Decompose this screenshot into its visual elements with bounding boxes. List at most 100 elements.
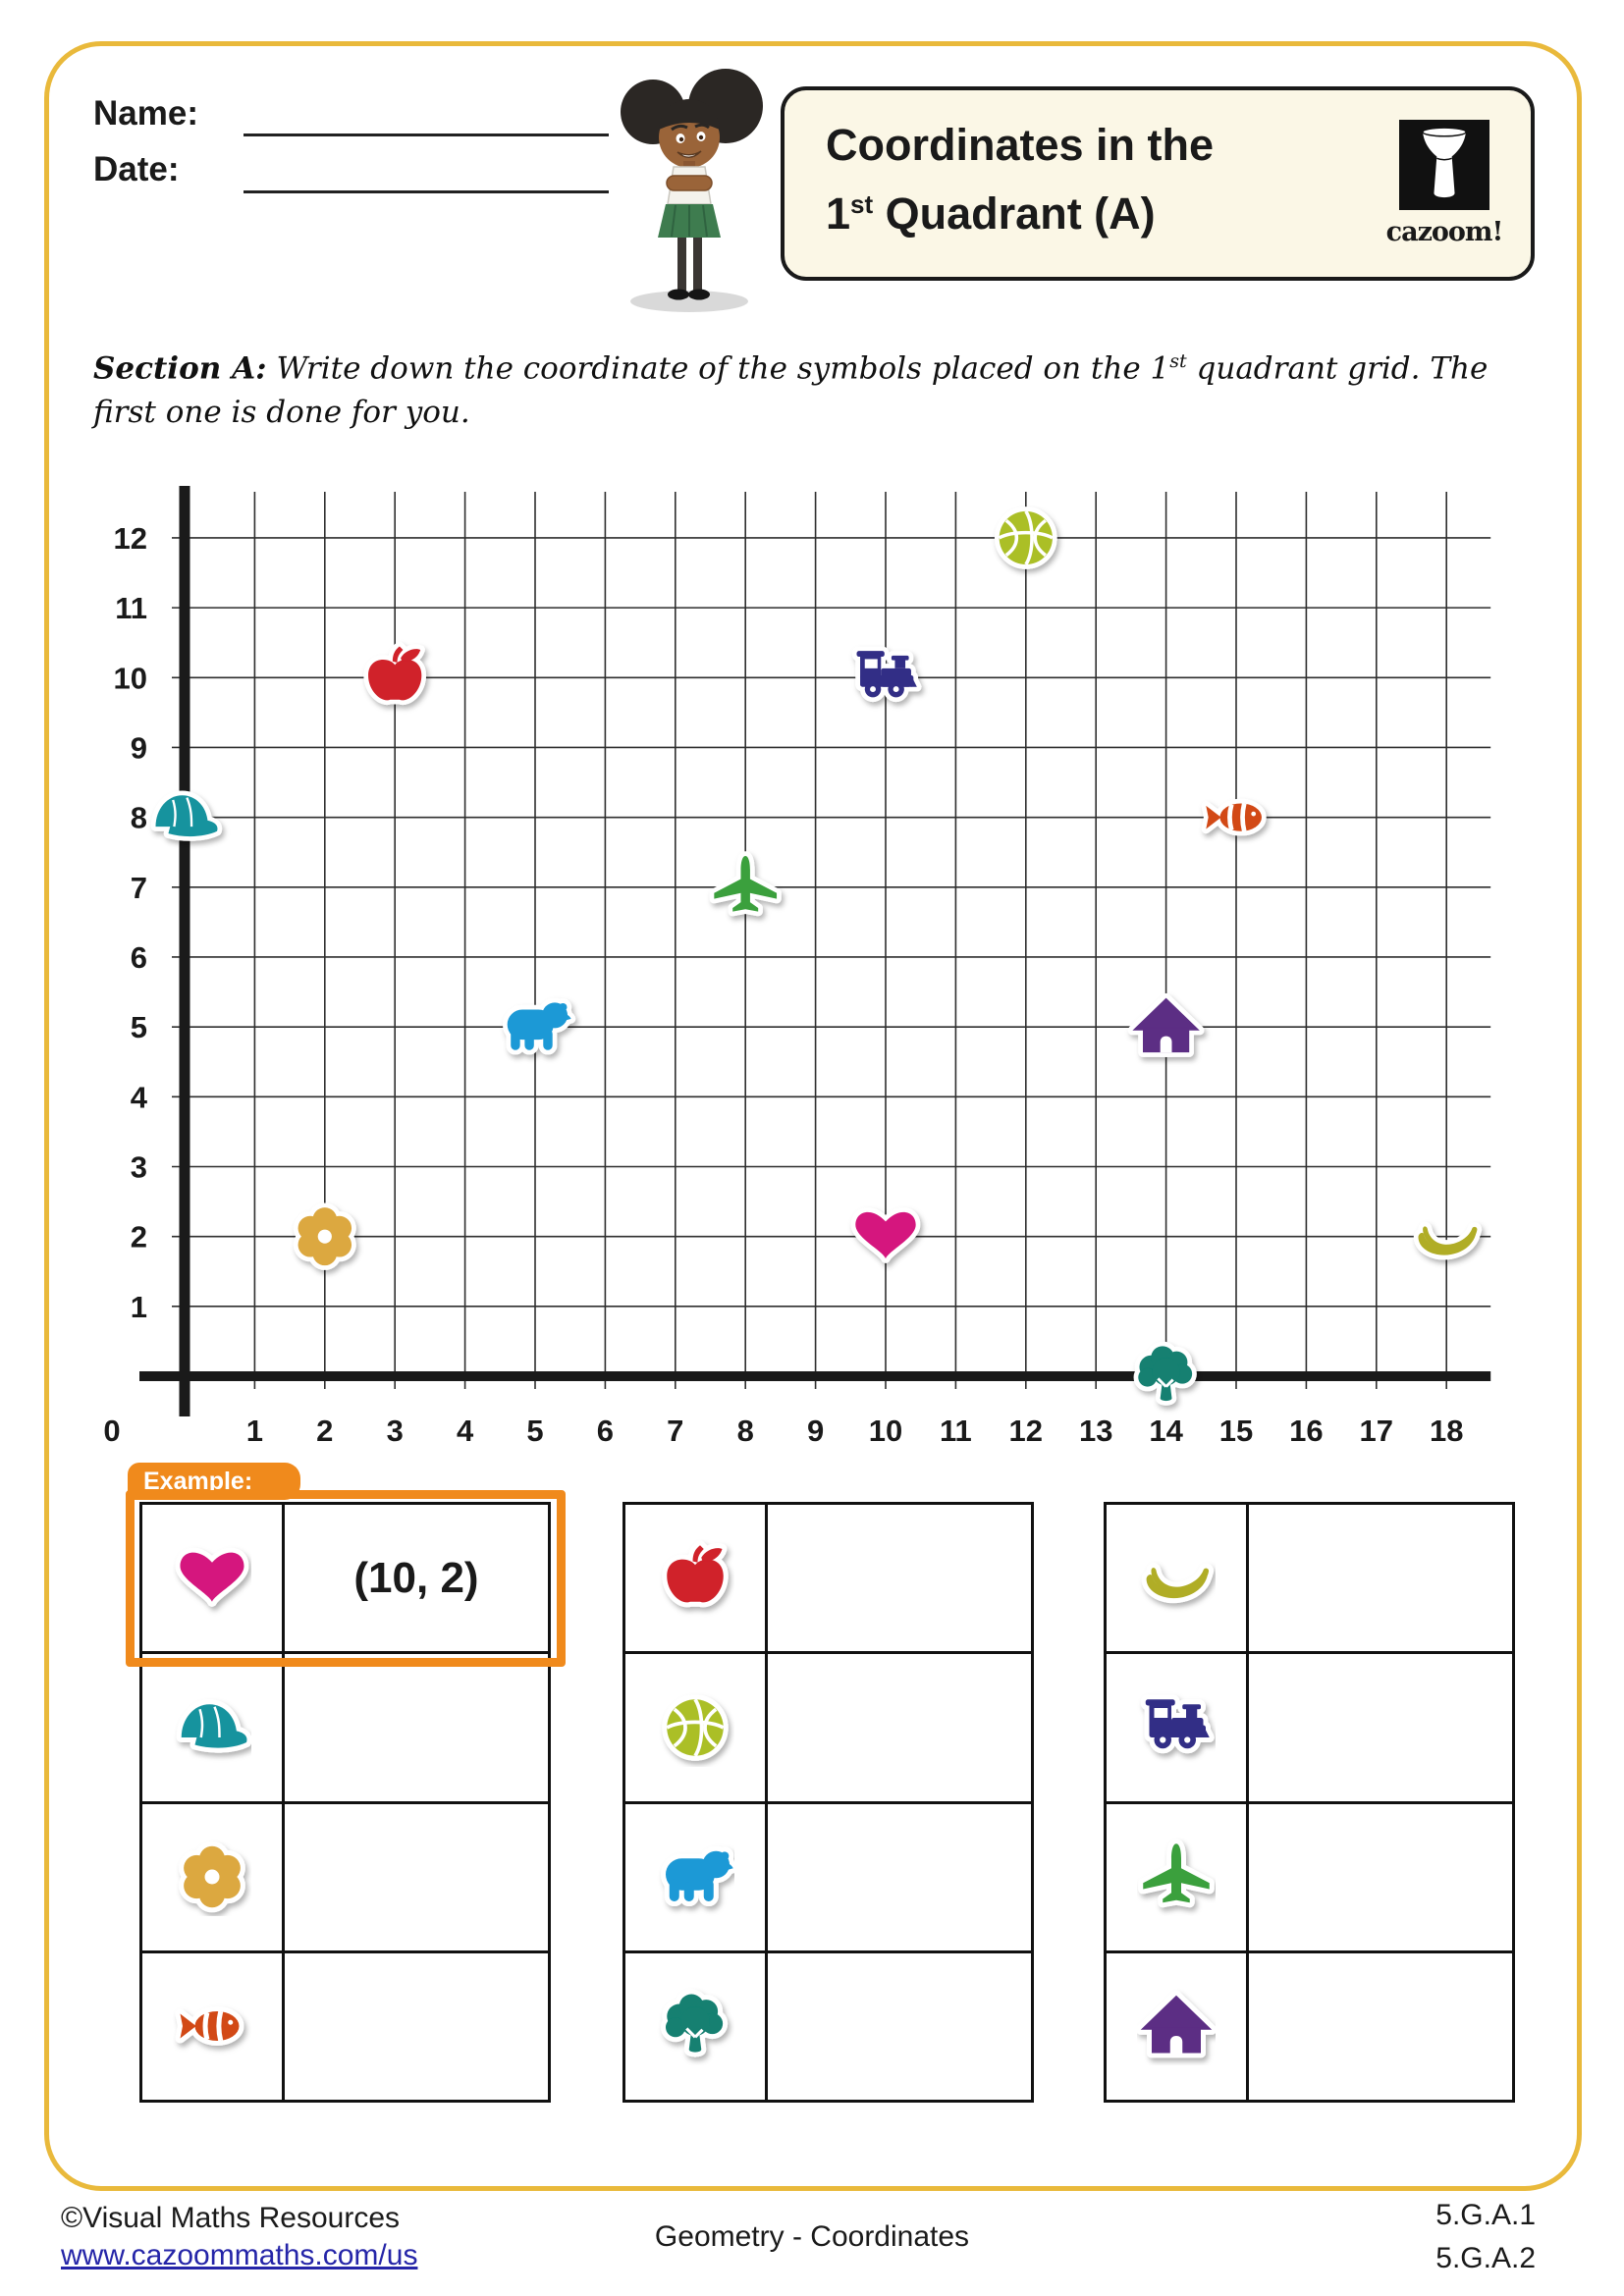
answer-cell[interactable]: (10, 2) (353, 1553, 479, 1602)
answer-cell[interactable] (285, 1804, 548, 1950)
answer-table-3 (1104, 1502, 1515, 2103)
answer-cell[interactable] (1249, 1953, 1512, 2100)
grid-symbol-basketball (1000, 511, 1053, 564)
section-a-label: Section A: (93, 350, 267, 387)
table-row (625, 1803, 1031, 1953)
x-tick-label: 12 (1009, 1414, 1043, 1448)
answer-cell[interactable] (768, 1953, 1031, 2100)
x-tick-label: 5 (526, 1414, 543, 1448)
example-tab: Example: (128, 1463, 300, 1500)
footer-standard-1: 5.G.A.1 (1435, 2199, 1536, 2231)
x-tick-label: 6 (597, 1414, 614, 1448)
grid-symbol-heart (855, 1212, 915, 1258)
table-row (142, 1654, 548, 1804)
y-tick-label: 3 (131, 1149, 147, 1184)
y-tick-label: 5 (131, 1010, 147, 1044)
banana-icon (1107, 1505, 1249, 1652)
answer-cell[interactable] (768, 1505, 1031, 1651)
table-row (1107, 1654, 1512, 1804)
x-tick-label: 2 (316, 1414, 333, 1448)
x-tick-label: 10 (869, 1414, 902, 1448)
table-row (625, 1654, 1031, 1804)
girl-mascot-illustration (621, 69, 763, 312)
y-tick-label: 4 (131, 1080, 148, 1114)
grid-symbol-fish (1206, 803, 1262, 830)
x-tick-label: 9 (807, 1414, 824, 1448)
footer-copyright: ©Visual Maths Resources (61, 2202, 401, 2234)
grid-symbol-train (857, 651, 917, 697)
grid-symbol-apple (368, 646, 421, 700)
table-row: (10, 2) (142, 1505, 548, 1655)
y-tick-label: 12 (114, 521, 147, 556)
answer-table-1: (10, 2) (139, 1502, 551, 2103)
date-label: Date: (93, 150, 180, 188)
answer-cell[interactable] (285, 1953, 548, 2100)
tree-icon (625, 1952, 768, 2100)
title-line-1: Coordinates in the (826, 120, 1215, 170)
footer-link[interactable]: www.cazoommaths.com/us (61, 2239, 418, 2271)
x-tick-label: 13 (1079, 1414, 1112, 1448)
table-row (625, 1952, 1031, 2100)
table-row (1107, 1803, 1512, 1953)
footer-standard-2: 5.G.A.2 (1435, 2242, 1536, 2274)
title-line-2: 1st Quadrant (A) (826, 188, 1156, 239)
y-tick-label: 2 (131, 1220, 147, 1255)
y-tick-label: 7 (131, 871, 147, 905)
grid-symbol-house (1132, 998, 1199, 1052)
airplane-icon (1107, 1803, 1249, 1950)
answer-cell[interactable] (1249, 1654, 1512, 1800)
apple-icon (625, 1505, 768, 1652)
grid-symbol-banana (1417, 1217, 1481, 1259)
grid-symbol-tree (1138, 1346, 1192, 1401)
answer-cell[interactable] (285, 1654, 548, 1800)
footer-topic: Geometry - Coordinates (654, 2220, 970, 2253)
house-icon (1107, 1952, 1249, 2100)
answer-cell[interactable] (768, 1654, 1031, 1800)
x-tick-label: 0 (103, 1414, 120, 1448)
cazoom-logo: cazoom! (1385, 120, 1503, 247)
worksheet-title-box: Coordinates in the 1st Quadrant (A) cazo… (781, 86, 1535, 281)
table-row (1107, 1952, 1512, 2100)
coordinate-grid: 0 1 2 3 4 5 6 7 8 9 10 11 12 13 14 15 16 17 18123456789101… (103, 485, 1491, 1448)
x-tick-label: 18 (1430, 1414, 1463, 1448)
y-tick-label: 10 (114, 661, 147, 695)
fish-icon (142, 1952, 285, 2100)
x-tick-label: 11 (940, 1414, 972, 1448)
heart-icon (142, 1505, 285, 1652)
y-tick-label: 1 (131, 1290, 147, 1324)
answer-cell[interactable] (1249, 1505, 1512, 1651)
x-tick-label: 1 (246, 1414, 263, 1448)
answer-cell[interactable] (768, 1804, 1031, 1950)
table-row (1107, 1505, 1512, 1655)
bear-icon (625, 1803, 768, 1950)
name-input-line[interactable] (244, 133, 609, 136)
worksheet-title: Coordinates in the 1st Quadrant (A) (826, 116, 1214, 243)
x-tick-label: 7 (667, 1414, 683, 1448)
grid-symbol-airplane (714, 856, 777, 912)
x-tick-label: 4 (457, 1414, 474, 1448)
table-row (142, 1803, 548, 1953)
x-tick-label: 14 (1149, 1414, 1183, 1448)
name-label: Name: (93, 94, 198, 133)
table-row (625, 1505, 1031, 1655)
x-tick-label: 16 (1289, 1414, 1323, 1448)
y-tick-label: 8 (131, 801, 147, 835)
x-tick-label: 17 (1360, 1414, 1393, 1448)
train-icon (1107, 1654, 1249, 1801)
cap-icon (142, 1654, 285, 1801)
cazoom-logo-text: cazoom! (1385, 217, 1504, 247)
grid-symbol-cap (156, 795, 218, 836)
cazoom-drum-icon (1399, 120, 1489, 210)
x-tick-label: 15 (1219, 1414, 1253, 1448)
table-row (142, 1952, 548, 2100)
grid-symbol-bear (508, 1002, 571, 1049)
answer-cell[interactable] (1249, 1804, 1512, 1950)
date-input-line[interactable] (244, 190, 609, 193)
basketball-icon (625, 1654, 768, 1801)
y-tick-label: 6 (131, 940, 147, 975)
section-a-instruction: Section A: Write down the coordinate of … (93, 350, 1489, 431)
y-tick-label: 9 (131, 730, 147, 765)
flower-icon (142, 1803, 285, 1950)
y-tick-label: 11 (115, 591, 147, 625)
x-tick-label: 3 (387, 1414, 404, 1448)
